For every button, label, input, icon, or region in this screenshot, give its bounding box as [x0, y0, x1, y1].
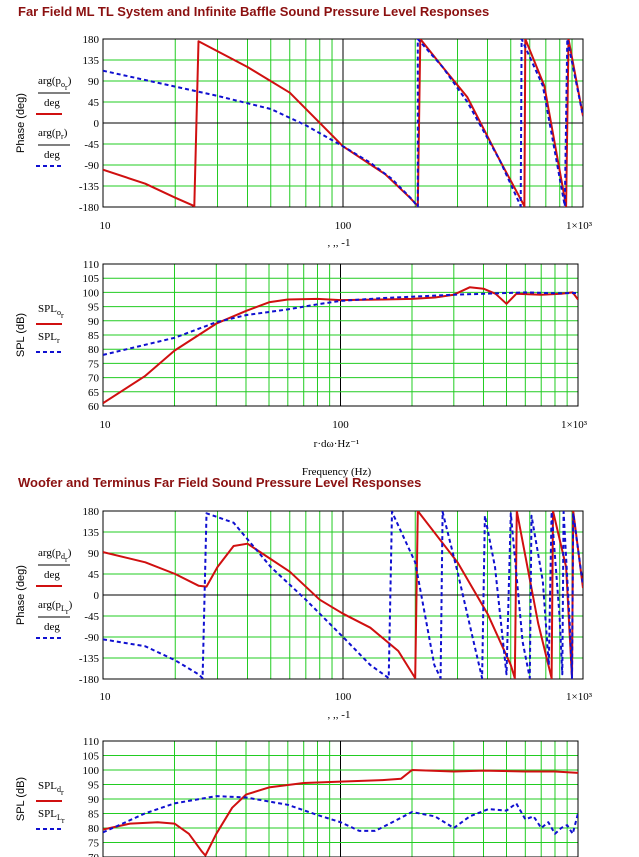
legend-denominator: deg — [44, 569, 60, 581]
section-title-1: Far Field ML TL System and Infinite Baff… — [18, 4, 490, 19]
y-tick-label: -135 — [79, 653, 100, 665]
series-line-2 — [103, 39, 583, 207]
y-tick-label: -135 — [79, 181, 100, 193]
section-title-2: Woofer and Terminus Far Field Sound Pres… — [18, 475, 422, 490]
x-axis-label: , ,, -1 — [328, 709, 351, 721]
y-tick-label: 45 — [88, 569, 100, 581]
x-axis-caption: Frequency (Hz) — [302, 466, 372, 478]
series-line-2 — [103, 511, 583, 679]
y-tick-label: 110 — [83, 736, 100, 748]
legend-denominator: deg — [44, 97, 60, 109]
y-tick-label: 95 — [88, 780, 100, 792]
series-line-1 — [103, 511, 583, 679]
y-tick-label: 90 — [88, 316, 100, 328]
y-tick-label: 135 — [83, 527, 100, 539]
x-tick-label: 100 — [335, 220, 352, 232]
legend-label: SPLor — [38, 303, 64, 320]
x-tick-label: 1×10³ — [566, 691, 593, 703]
y-tick-label: 75 — [88, 838, 100, 850]
y-tick-label: 135 — [83, 55, 100, 67]
x-tick-label: 1×10³ — [561, 419, 588, 431]
y-axis-title: SPL (dB) — [15, 313, 27, 357]
y-tick-label: -45 — [84, 611, 99, 623]
series-line-1 — [103, 286, 578, 405]
y-tick-label: 80 — [88, 344, 100, 356]
x-tick-label: 1×10³ — [566, 220, 593, 232]
y-tick-label: 105 — [83, 751, 100, 763]
y-tick-label: 65 — [88, 387, 100, 399]
y-tick-label: 95 — [88, 302, 100, 314]
y-tick-label: 180 — [83, 34, 100, 46]
y-tick-label: 70 — [88, 373, 100, 385]
chart-2 — [102, 263, 579, 407]
y-tick-label: 0 — [94, 590, 100, 602]
y-tick-label: 80 — [88, 823, 100, 835]
plot-border — [102, 263, 579, 407]
y-tick-label: 105 — [83, 273, 100, 285]
series-line-2 — [103, 291, 578, 356]
y-tick-label: -90 — [84, 632, 99, 644]
plot-border — [102, 740, 579, 857]
y-axis-title: Phase (deg) — [15, 93, 27, 153]
y-tick-label: 110 — [83, 259, 100, 271]
y-tick-label: 90 — [88, 76, 100, 88]
y-tick-label: 85 — [88, 330, 100, 342]
plot-border — [102, 38, 584, 208]
y-tick-label: 100 — [83, 287, 100, 299]
legend-label: SPLLr — [38, 808, 65, 825]
x-tick-label: 10 — [100, 691, 112, 703]
legend-label: arg(por) — [38, 75, 72, 92]
y-tick-label: 60 — [88, 401, 100, 413]
legend-label: arg(pLr) — [38, 599, 73, 616]
y-tick-label: 75 — [88, 358, 100, 370]
x-tick-label: 100 — [335, 691, 352, 703]
legend-label: arg(pr) — [38, 127, 68, 141]
y-tick-label: -90 — [84, 160, 99, 172]
legend-label: SPLr — [38, 331, 60, 345]
legend-label: arg(pdr) — [38, 547, 72, 564]
y-tick-label: 85 — [88, 809, 100, 821]
y-tick-label: 90 — [88, 548, 100, 560]
x-axis-label: , ,, -1 — [328, 237, 351, 249]
x-tick-label: 10 — [100, 220, 112, 232]
x-tick-label: 10 — [100, 419, 112, 431]
y-tick-label: -45 — [84, 139, 99, 151]
x-axis-label: r·dω·Hz⁻¹ — [314, 438, 360, 450]
chart-1 — [102, 38, 584, 208]
plot-border — [102, 510, 584, 680]
y-tick-label: 45 — [88, 97, 100, 109]
legend-denominator: deg — [44, 621, 60, 633]
series-line-2 — [103, 795, 578, 835]
x-tick-label: 100 — [332, 419, 349, 431]
series-line-1 — [103, 769, 578, 857]
y-tick-label: 100 — [83, 765, 100, 777]
y-tick-label: 90 — [88, 794, 100, 806]
y-axis-title: Phase (deg) — [15, 565, 27, 625]
chart-4 — [102, 740, 579, 857]
legend-denominator: deg — [44, 149, 60, 161]
y-axis-title: SPL (dB) — [15, 777, 27, 821]
y-tick-label: -180 — [79, 202, 100, 214]
legend-label: SPLdr — [38, 780, 64, 797]
y-tick-label: 70 — [88, 852, 100, 857]
y-tick-label: 0 — [94, 118, 100, 130]
y-tick-label: 180 — [83, 506, 100, 518]
y-tick-label: -180 — [79, 674, 100, 686]
chart-3 — [102, 510, 584, 680]
